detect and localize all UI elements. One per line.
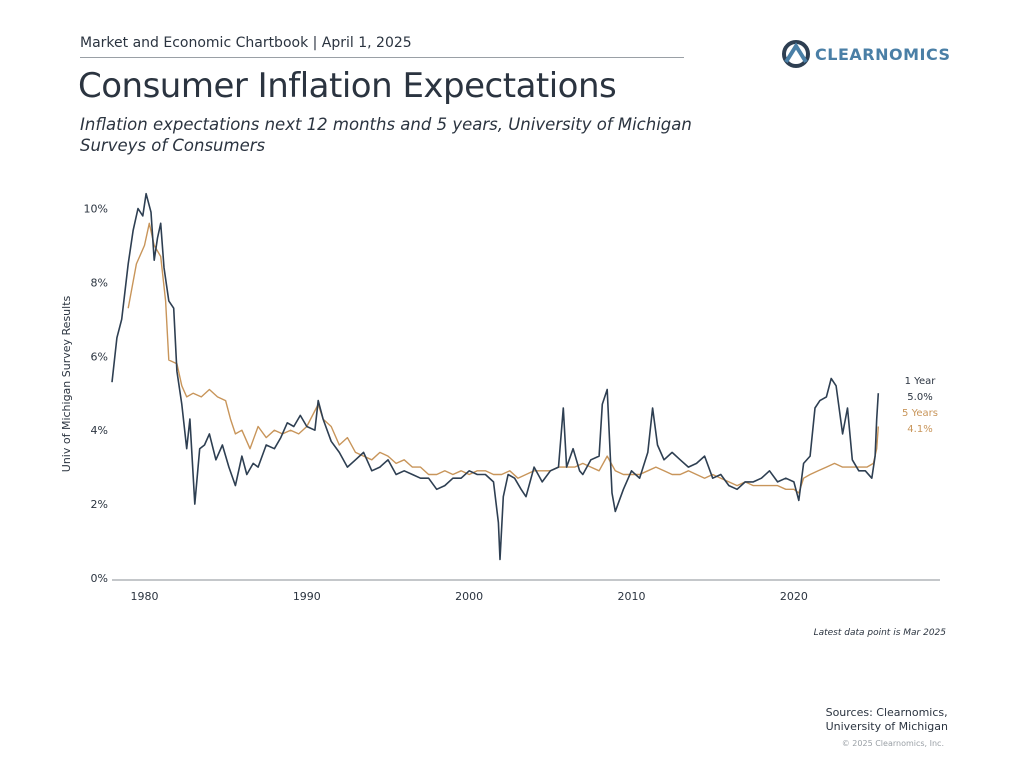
legend-label-1-year: 1 Year xyxy=(905,376,937,387)
page-subtitle: Inflation expectations next 12 months an… xyxy=(80,115,692,155)
sources-line-2: University of Michigan xyxy=(825,720,948,733)
y-tick-label: 2% xyxy=(91,498,108,511)
x-tick-label: 2000 xyxy=(455,590,483,603)
y-axis-label: Univ of Michigan Survey Results xyxy=(60,295,73,472)
page-title: Consumer Inflation Expectations xyxy=(78,66,617,106)
x-tick-label: 1980 xyxy=(130,590,158,603)
sources-line-1: Sources: Clearnomics, xyxy=(825,706,948,719)
logo-text: CLEARNOMICS xyxy=(815,44,951,64)
legend-label-5-years: 5 Years xyxy=(902,408,938,419)
y-tick-label: 0% xyxy=(91,572,108,585)
clearnomics-logo-icon xyxy=(782,40,810,68)
legend-value-5-years: 4.1% xyxy=(907,424,932,435)
y-tick-label: 4% xyxy=(91,424,108,437)
x-tick-label: 2020 xyxy=(780,590,808,603)
latest-data-note: Latest data point is Mar 2025 xyxy=(813,628,946,638)
x-tick-label: 1990 xyxy=(293,590,321,603)
copyright: © 2025 Clearnomics, Inc. xyxy=(841,739,944,748)
series-line-1-year xyxy=(111,192,880,561)
y-tick-label: 8% xyxy=(91,276,108,289)
clearnomics-logo: CLEARNOMICS xyxy=(782,40,951,68)
series-line-5-years xyxy=(127,222,879,494)
x-tick-label: 2010 xyxy=(618,590,646,603)
chartbook-header: Market and Economic Chartbook | April 1,… xyxy=(80,35,412,51)
legend-value-1-year: 5.0% xyxy=(907,392,932,403)
y-tick-label: 10% xyxy=(84,202,108,215)
y-tick-label: 6% xyxy=(91,350,108,363)
header-divider xyxy=(80,57,684,58)
sources-note: Sources: Clearnomics, University of Mich… xyxy=(826,706,948,734)
inflation-expectations-chart: 0% 2% 4% 6% 8% 10% 1980 1990 2000 2010 2020 Univ of… xyxy=(60,192,940,603)
